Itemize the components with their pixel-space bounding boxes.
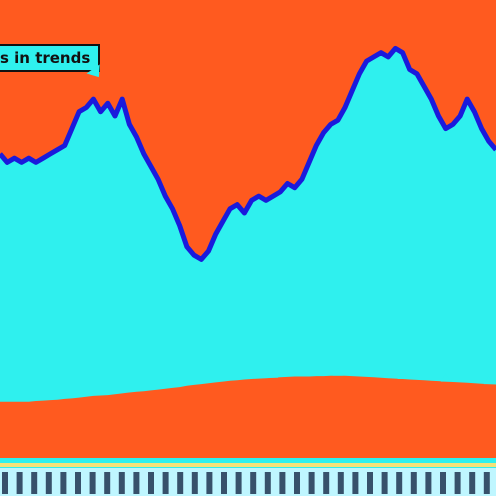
x-tick-mark [2, 472, 8, 494]
bands-layer [0, 458, 496, 496]
x-tick-mark [469, 472, 475, 494]
chart-title: s in trends [0, 44, 100, 72]
x-tick-mark [75, 472, 81, 494]
x-tick-mark [294, 472, 300, 494]
x-tick-mark [323, 472, 329, 494]
base-stripe [0, 463, 496, 467]
x-tick-mark [163, 472, 169, 494]
x-tick-mark [119, 472, 125, 494]
x-tick-mark [279, 472, 285, 494]
x-tick-mark [236, 472, 242, 494]
x-tick-mark [250, 472, 256, 494]
x-tick-mark [367, 472, 373, 494]
x-tick-mark [192, 472, 198, 494]
x-tick-mark [17, 472, 23, 494]
tick-band [0, 468, 496, 496]
x-tick-mark [60, 472, 66, 494]
x-tick-mark [484, 472, 490, 494]
x-tick-mark [90, 472, 96, 494]
x-tick-mark [148, 472, 154, 494]
x-tick-mark [425, 472, 431, 494]
x-tick-mark [221, 472, 227, 494]
x-tick-mark [177, 472, 183, 494]
x-tick-mark [265, 472, 271, 494]
x-tick-mark [440, 472, 446, 494]
x-tick-mark [338, 472, 344, 494]
x-tick-mark [31, 472, 37, 494]
x-tick-mark [352, 472, 358, 494]
x-tick-mark [411, 472, 417, 494]
x-tick-mark [309, 472, 315, 494]
x-tick-mark [133, 472, 139, 494]
x-tick-mark [396, 472, 402, 494]
x-tick-mark [455, 472, 461, 494]
x-tick-mark [104, 472, 110, 494]
x-tick-mark [46, 472, 52, 494]
x-tick-mark [382, 472, 388, 494]
x-tick-mark [206, 472, 212, 494]
